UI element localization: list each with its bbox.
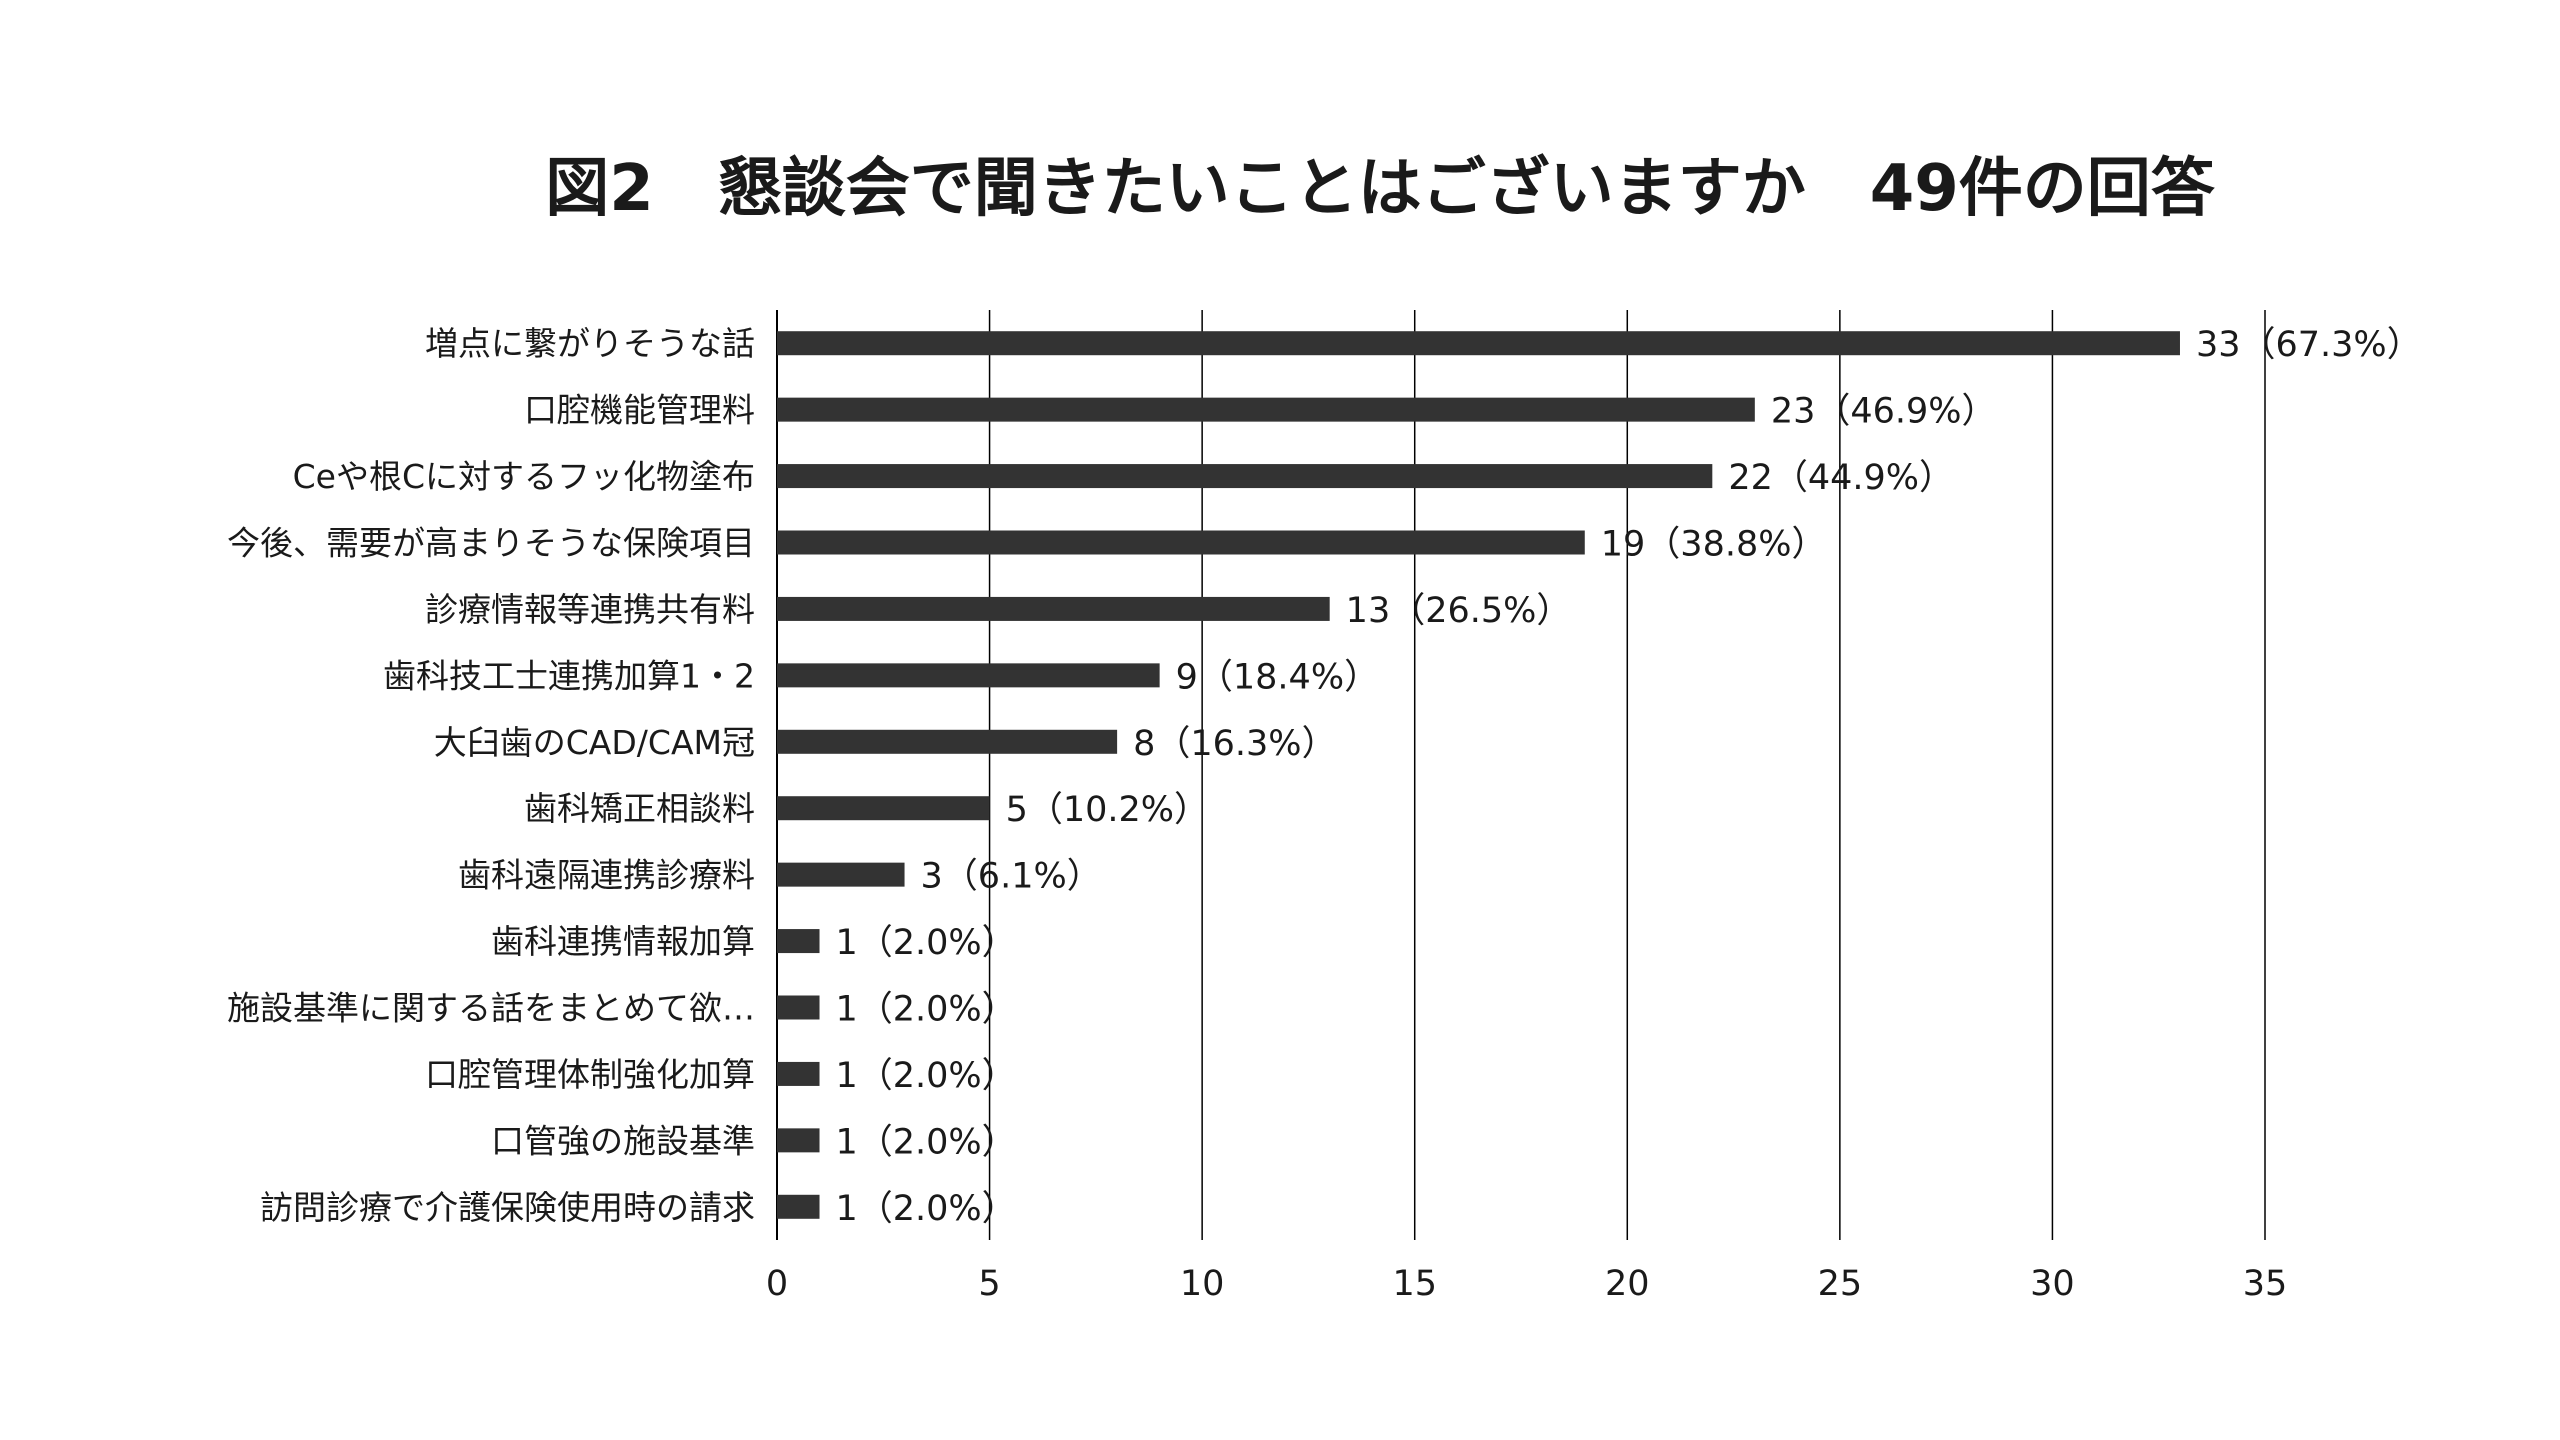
data-label: 22（44.9%）: [1728, 458, 1954, 498]
data-label: 9（18.4%）: [1176, 657, 1379, 697]
bar: [777, 796, 990, 821]
x-tick-labels: 0 5 10 15 20 25 30 35: [766, 1264, 2287, 1304]
bar: [777, 862, 905, 887]
category-label: 診療情報等連携共有料: [425, 590, 755, 629]
chart-title: 図2 懇談会で聞きたいことはございますか 49件の回答: [545, 152, 2216, 226]
bar: [777, 596, 1330, 621]
data-label: 1（2.0%）: [836, 1189, 1017, 1229]
bar: [777, 729, 1118, 754]
bar: [777, 464, 1713, 489]
x-tick-label: 25: [1818, 1264, 1863, 1304]
x-tick-label: 30: [2030, 1264, 2075, 1304]
data-label: 33（67.3%）: [2196, 325, 2422, 365]
category-label: 訪問診療で介護保険使用時の請求: [260, 1188, 755, 1227]
x-tick-label: 20: [1605, 1264, 1650, 1304]
x-tick-label: 15: [1392, 1264, 1437, 1304]
category-label: 今後、需要が高まりそうな保険項目: [227, 524, 755, 563]
category-label: 歯科技工士連携加算1・2: [383, 656, 755, 695]
data-label: 1（2.0%）: [836, 990, 1017, 1030]
bar: [777, 995, 820, 1020]
x-tick-label: 35: [2243, 1264, 2288, 1304]
bar: [777, 663, 1160, 688]
data-label: 5（10.2%）: [1006, 790, 1209, 830]
category-label: 施設基準に関する話をまとめて欲…: [227, 989, 755, 1028]
bar: [777, 1061, 820, 1086]
gridlines: [776, 310, 2266, 1240]
data-label: 19（38.8%）: [1601, 525, 1827, 565]
bar: [777, 1194, 820, 1219]
category-label: 口管強の施設基準: [491, 1121, 755, 1160]
data-label: 1（2.0%）: [836, 1056, 1017, 1096]
category-label: 歯科遠隔連携診療料: [458, 856, 755, 895]
data-label: 23（46.9%）: [1771, 392, 1997, 432]
data-label: 13（26.5%）: [1346, 591, 1572, 631]
bar: [777, 331, 2180, 356]
bar: [777, 929, 820, 954]
data-labels: 33（67.3%） 23（46.9%） 22（44.9%） 19（38.8%） 13（2…: [836, 325, 2422, 1229]
bar: [777, 397, 1755, 422]
bar: [777, 530, 1585, 555]
data-label: 3（6.1%）: [921, 857, 1102, 897]
x-tick-label: 5: [978, 1264, 1000, 1304]
x-tick-label: 10: [1180, 1264, 1225, 1304]
data-label: 8（16.3%）: [1133, 724, 1336, 764]
bar: [777, 1128, 820, 1153]
category-label: 口腔機能管理料: [524, 391, 755, 430]
bars: [777, 331, 2180, 1219]
category-label: 増点に繋がりそうな話: [425, 324, 755, 363]
x-tick-label: 0: [766, 1264, 788, 1304]
category-label: 大臼歯のCAD/CAM冠: [434, 723, 755, 762]
data-label: 1（2.0%）: [836, 1122, 1017, 1162]
data-label: 1（2.0%）: [836, 923, 1017, 963]
category-label: Ceや根Cに対するフッ化物塗布: [293, 457, 755, 496]
category-label: 歯科連携情報加算: [491, 922, 755, 961]
category-label: 口腔管理体制強化加算: [425, 1055, 755, 1094]
category-label: 歯科矯正相談料: [524, 789, 755, 828]
